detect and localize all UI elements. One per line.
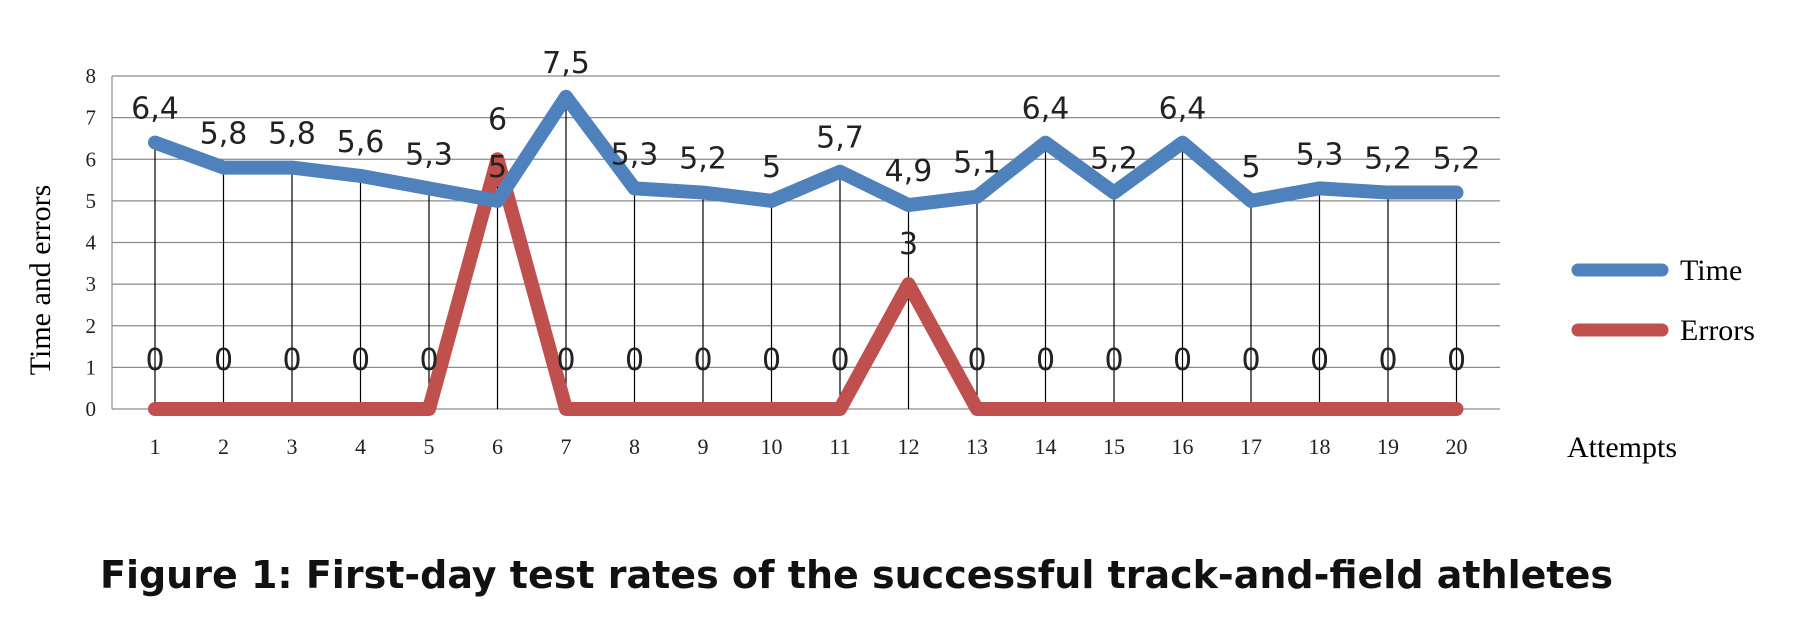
y-tick-label: 3 (86, 272, 97, 296)
data-label-time: 5,2 (1433, 142, 1481, 177)
x-axis-label: Attempts (1567, 431, 1677, 464)
x-tick-label: 20 (1446, 434, 1468, 459)
y-tick-label: 4 (86, 231, 97, 255)
grid-lines (111, 75, 1500, 410)
x-tick-label: 4 (355, 434, 366, 459)
legend-label-errors: Errors (1680, 314, 1755, 347)
data-label-errors: 0 (1241, 343, 1260, 378)
data-label-time: 6,4 (1022, 92, 1070, 127)
figure-caption: Figure 1: First-day test rates of the su… (100, 553, 1613, 597)
data-label-errors: 0 (419, 343, 438, 378)
data-label-time: 5,1 (953, 146, 1001, 181)
series-line-errors (148, 152, 1464, 416)
y-tick-label: 2 (86, 314, 97, 338)
data-label-time: 5,8 (200, 117, 248, 152)
x-tick-label: 1 (150, 434, 161, 459)
x-tick-label: 14 (1035, 434, 1057, 459)
x-tick-label: 15 (1103, 434, 1125, 459)
y-tick-label: 1 (86, 355, 97, 379)
data-label-time: 5,2 (1364, 142, 1412, 177)
data-label-time: 5,8 (268, 117, 316, 152)
x-tick-label: 3 (287, 434, 298, 459)
data-label-time: 5,3 (1296, 137, 1344, 172)
data-label-errors: 6 (488, 102, 507, 137)
data-label-time: 5 (762, 150, 781, 185)
data-label-errors: 0 (967, 343, 986, 378)
data-label-errors: 0 (351, 343, 370, 378)
x-tick-label: 17 (1240, 434, 1262, 459)
x-tick-label: 9 (698, 434, 709, 459)
data-label-errors: 0 (214, 343, 233, 378)
x-tick-label: 7 (561, 434, 572, 459)
data-label-time: 5,2 (1090, 142, 1138, 177)
legend: Time Errors (1571, 254, 1755, 347)
data-label-time: 5,3 (405, 137, 453, 172)
data-label-time: 5 (1241, 150, 1260, 185)
data-label-time: 5,3 (611, 137, 659, 172)
y-axis-label: Time and errors (24, 185, 57, 376)
data-label-time: 7,5 (542, 46, 590, 81)
data-label-errors: 0 (556, 343, 575, 378)
x-tick-label: 5 (424, 434, 435, 459)
data-label-time: 6,4 (131, 92, 179, 127)
data-label-errors: 0 (1173, 343, 1192, 378)
y-tick-label: 5 (86, 189, 97, 213)
y-tick-label: 0 (86, 397, 97, 421)
legend-label-time: Time (1680, 254, 1742, 287)
series-lines (148, 89, 1464, 416)
data-label-time: 6,4 (1159, 92, 1207, 127)
data-label-errors: 0 (1036, 343, 1055, 378)
data-label-errors: 0 (1310, 343, 1329, 378)
drop-lines (154, 96, 1458, 409)
data-label-errors: 3 (899, 227, 918, 262)
x-tick-label: 19 (1377, 434, 1399, 459)
data-label-errors: 0 (1447, 343, 1466, 378)
data-label-time: 4,9 (885, 154, 933, 189)
x-tick-label: 10 (761, 434, 783, 459)
data-label-time: 5,6 (337, 125, 385, 160)
x-tick-label: 13 (966, 434, 988, 459)
data-label-errors: 0 (145, 343, 164, 378)
x-tick-label: 18 (1309, 434, 1331, 459)
x-tick-label: 2 (218, 434, 229, 459)
data-label-time: 5,2 (679, 142, 727, 177)
x-tick-label: 11 (829, 434, 850, 459)
data-label-errors: 0 (1378, 343, 1397, 378)
series-line-time (148, 89, 1464, 213)
x-tick-label: 6 (492, 434, 503, 459)
data-label-time: 5 (488, 150, 507, 185)
data-label-errors: 0 (282, 343, 301, 378)
y-tick-label: 6 (86, 147, 97, 171)
y-tick-labels: 0 1 2 3 4 5 6 7 8 (86, 64, 97, 421)
y-tick-label: 8 (86, 64, 97, 88)
data-label-errors: 0 (625, 343, 644, 378)
x-tick-label: 12 (898, 434, 920, 459)
x-tick-label: 8 (629, 434, 640, 459)
data-label-time: 5,7 (816, 121, 864, 156)
data-label-errors: 0 (830, 343, 849, 378)
data-label-errors: 0 (1104, 343, 1123, 378)
data-label-errors: 0 (762, 343, 781, 378)
data-label-errors: 0 (693, 343, 712, 378)
x-tick-label: 16 (1172, 434, 1194, 459)
data-labels: 6,4 5,8 5,8 5,6 5,3 5 7,5 5,3 5,2 5 5,7 4,9 5,1 6,4 5,… (131, 46, 1480, 378)
x-tick-labels: 1 2 3 4 5 6 7 8 9 10 11 12 13 14 15 16 17 18 19 20 (150, 434, 1468, 459)
y-tick-label: 7 (86, 106, 97, 130)
